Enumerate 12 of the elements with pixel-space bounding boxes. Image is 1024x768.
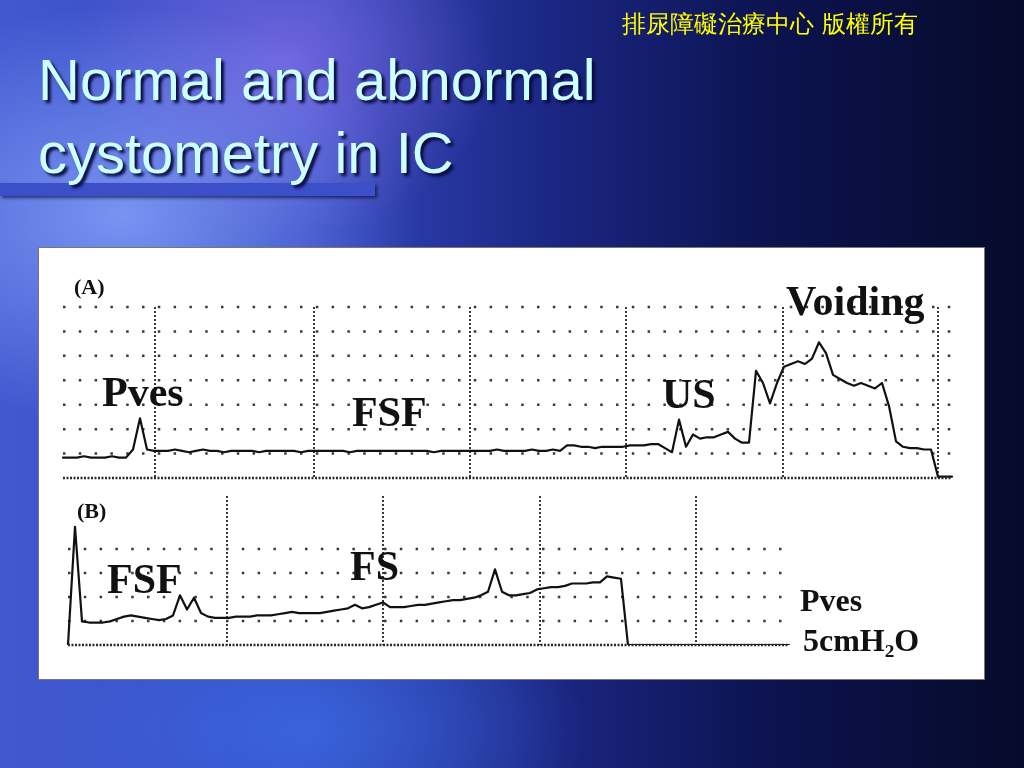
annotation: US [662, 371, 716, 417]
text: Pves [800, 582, 863, 618]
text: 5cmH₂O [803, 622, 920, 658]
annotation: Pves [102, 369, 184, 415]
chart-title: (B) [77, 498, 107, 523]
chart-title: Normal and abnormal cystometry in IC [38, 46, 597, 187]
annotation: FS [350, 543, 400, 589]
text: 排尿障礙治療中心 版權所有 [622, 10, 918, 38]
annotation: FSF [352, 389, 427, 435]
annotation: FSF [107, 556, 182, 602]
chart-subtitle: (A) [74, 274, 105, 299]
text: Voiding [786, 278, 925, 324]
